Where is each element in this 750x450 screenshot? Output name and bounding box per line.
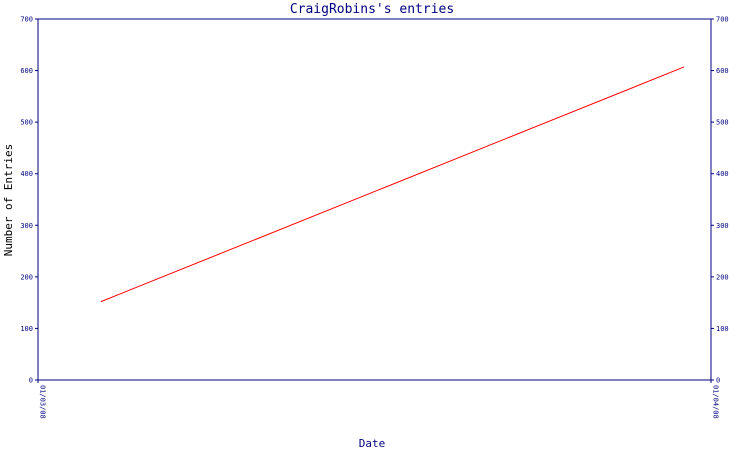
x-tick-label: 01/03/08 bbox=[39, 385, 47, 419]
y-tick-label-right: 100 bbox=[716, 325, 729, 333]
y-axis-left: 0 100 200 300 400 500 600 700 bbox=[20, 16, 38, 385]
series-group bbox=[100, 66, 685, 303]
x-axis-label: Date bbox=[359, 437, 386, 450]
x-axis: 01/03/08 01/04/08 bbox=[37, 380, 720, 419]
y-tick-label-right: 500 bbox=[716, 119, 729, 127]
y-tick-label-left: 600 bbox=[20, 67, 33, 75]
y-tick-label-left: 700 bbox=[20, 16, 33, 24]
y-tick-label-left: 100 bbox=[20, 325, 33, 333]
y-tick-label-left: 500 bbox=[20, 119, 33, 127]
y-tick-label-right: 0 bbox=[716, 377, 720, 385]
y-axis-label: Number of Entries bbox=[2, 144, 15, 257]
plot-area bbox=[37, 18, 712, 381]
y-tick-label-left: 400 bbox=[20, 170, 33, 178]
y-tick-label-right: 600 bbox=[716, 67, 729, 75]
y-axis-right: 0 100 200 300 400 500 600 700 bbox=[711, 16, 729, 385]
y-tick-label-left: 300 bbox=[20, 222, 33, 230]
chart-title: CraigRobins's entries bbox=[290, 2, 454, 17]
y-tick-label-left: 200 bbox=[20, 273, 33, 281]
series-line bbox=[100, 66, 685, 303]
y-tick-label-right: 700 bbox=[716, 16, 729, 24]
x-tick-label: 01/04/08 bbox=[712, 385, 720, 419]
y-tick-label-right: 200 bbox=[716, 273, 729, 281]
y-tick-label-right: 400 bbox=[716, 170, 729, 178]
y-tick-label-left: 0 bbox=[29, 377, 33, 385]
y-tick-label-right: 300 bbox=[716, 222, 729, 230]
